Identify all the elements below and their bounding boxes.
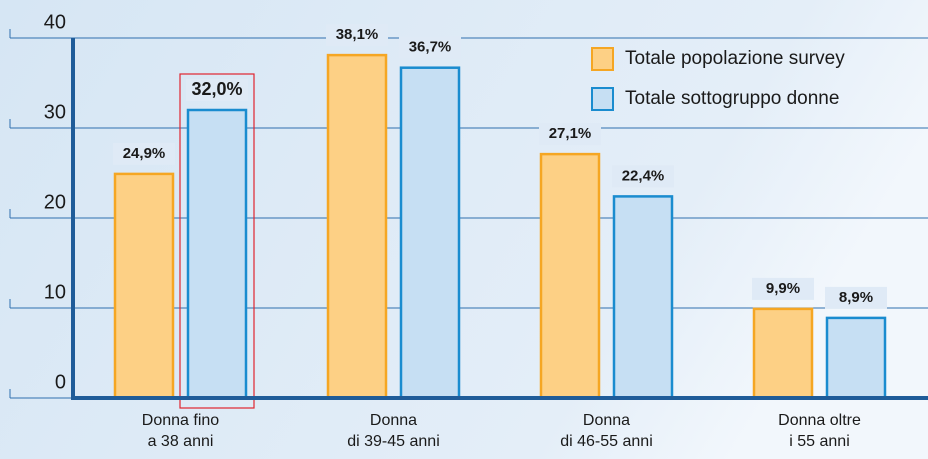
y-tick-label: 40 — [44, 11, 66, 33]
value-label: 8,9% — [839, 289, 873, 306]
value-label: 24,9% — [123, 145, 166, 162]
x-tick-label: a 38 anni — [148, 433, 214, 450]
value-label: 9,9% — [766, 280, 800, 297]
value-label-bg — [113, 142, 175, 165]
x-tick-label: Donna fino — [142, 412, 219, 429]
x-tick-label: di 39-45 anni — [347, 433, 440, 450]
highlight-box — [179, 73, 255, 409]
plot: 0 10 20 30 40 Donna fino a 38 anni 24,9% 32,0% Do… — [9, 11, 928, 450]
legend-swatch — [591, 87, 614, 111]
x-tick-label: i 55 anni — [789, 433, 850, 450]
legend-label: Totale sottogruppo donne — [625, 88, 839, 109]
value-label: 27,1% — [549, 125, 592, 142]
y-tick-label: 30 — [44, 101, 66, 123]
value-label-bg — [326, 24, 388, 47]
x-tick-label: Donna — [370, 412, 417, 429]
bar — [612, 195, 674, 400]
value-label-bg — [752, 277, 814, 300]
bar — [113, 172, 175, 400]
value-label-bg — [539, 123, 601, 146]
x-tick-label: Donna oltre — [778, 412, 861, 429]
value-label: 32,0% — [191, 79, 242, 99]
x-tick-label: Donna — [583, 412, 630, 429]
bar — [326, 53, 388, 400]
bar — [825, 316, 887, 400]
value-label-bg — [399, 36, 461, 59]
bar — [752, 307, 814, 400]
value-label-bg — [186, 79, 248, 101]
value-label: 22,4% — [622, 167, 665, 184]
y-tick-label: 0 — [55, 371, 66, 393]
x-tick-label: di 46-55 anni — [560, 433, 653, 450]
bar — [186, 108, 248, 400]
legend-swatch — [591, 47, 614, 71]
bar — [539, 152, 601, 400]
y-tick-label: 20 — [44, 191, 66, 213]
y-tick-label: 10 — [44, 281, 66, 303]
value-label-bg — [825, 286, 887, 309]
bar — [399, 66, 461, 400]
value-label-bg — [612, 165, 674, 188]
legend-label: Totale popolazione survey — [625, 48, 845, 69]
value-label: 36,7% — [409, 39, 452, 56]
value-label: 38,1% — [336, 26, 379, 43]
